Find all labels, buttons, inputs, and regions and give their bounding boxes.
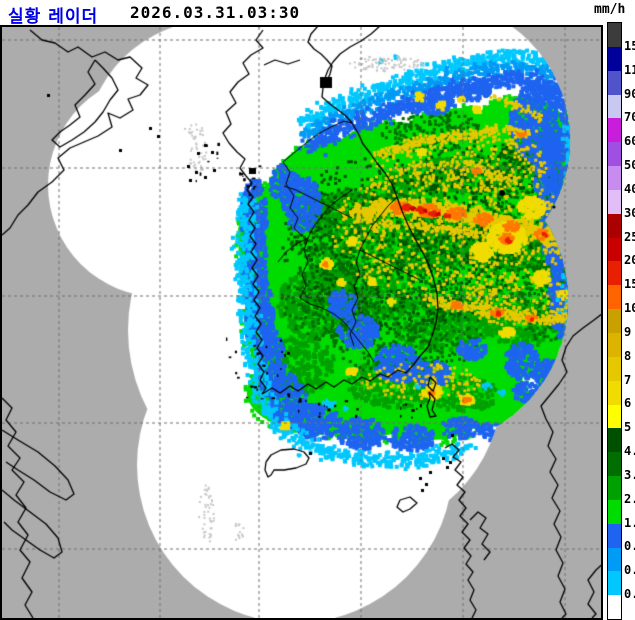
legend-label: 4.0 bbox=[624, 444, 635, 459]
legend-segment bbox=[608, 261, 621, 286]
legend-label: 0.5 bbox=[624, 539, 635, 554]
legend-segment bbox=[608, 189, 621, 214]
legend-segment bbox=[608, 237, 621, 262]
legend-label: 8 bbox=[624, 348, 632, 363]
legend-label: 1.0 bbox=[624, 515, 635, 530]
legend-label: 110 bbox=[624, 62, 635, 77]
legend-label: 7 bbox=[624, 372, 632, 387]
legend-segment bbox=[608, 595, 621, 620]
legend-segment bbox=[608, 285, 621, 310]
legend-label: 9 bbox=[624, 324, 632, 339]
legend-color-bar bbox=[607, 22, 622, 620]
legend-segment bbox=[608, 70, 621, 95]
legend-segment bbox=[608, 94, 621, 119]
legend-label: 10 bbox=[624, 301, 635, 316]
legend-segment bbox=[608, 332, 621, 357]
legend-segment bbox=[608, 571, 621, 596]
legend-label: 25 bbox=[624, 229, 635, 244]
legend-label: 30 bbox=[624, 205, 635, 220]
legend-label: 70 bbox=[624, 110, 635, 125]
legend-label: 0.0 bbox=[624, 587, 635, 602]
radar-map-frame bbox=[0, 25, 603, 620]
legend-segment bbox=[608, 452, 621, 477]
legend-label: 15 bbox=[624, 277, 635, 292]
legend-segment bbox=[608, 356, 621, 381]
legend-segment bbox=[608, 46, 621, 71]
legend-label: 2.0 bbox=[624, 491, 635, 506]
legend-label: 0.1 bbox=[624, 563, 635, 578]
legend-label: 40 bbox=[624, 181, 635, 196]
page-title: 실황 레이더 bbox=[8, 7, 99, 27]
legend-label: 3.0 bbox=[624, 467, 635, 482]
radar-map-canvas bbox=[2, 27, 601, 618]
legend-segment bbox=[608, 142, 621, 167]
legend-segment bbox=[608, 547, 621, 572]
legend-segment bbox=[608, 213, 621, 238]
legend-segment bbox=[608, 23, 621, 47]
legend-segment bbox=[608, 499, 621, 524]
legend-segment bbox=[608, 166, 621, 190]
legend-segment bbox=[608, 309, 621, 333]
legend-segment bbox=[608, 523, 621, 548]
legend-label: 20 bbox=[624, 253, 635, 268]
legend-unit-label: mm/h bbox=[594, 2, 626, 17]
legend-label: 6 bbox=[624, 396, 632, 411]
legend-segment bbox=[608, 118, 621, 143]
legend-label: 5 bbox=[624, 420, 632, 435]
legend-segment bbox=[608, 380, 621, 405]
legend-label: 60 bbox=[624, 134, 635, 149]
legend-segment bbox=[608, 428, 621, 453]
legend-segment bbox=[608, 476, 621, 500]
legend-label: 50 bbox=[624, 158, 635, 173]
legend-segment bbox=[608, 404, 621, 429]
legend-label: 90 bbox=[624, 86, 635, 101]
observation-timestamp: 2026.03.31.03:30 bbox=[130, 3, 301, 22]
legend-label: 150 bbox=[624, 38, 635, 53]
